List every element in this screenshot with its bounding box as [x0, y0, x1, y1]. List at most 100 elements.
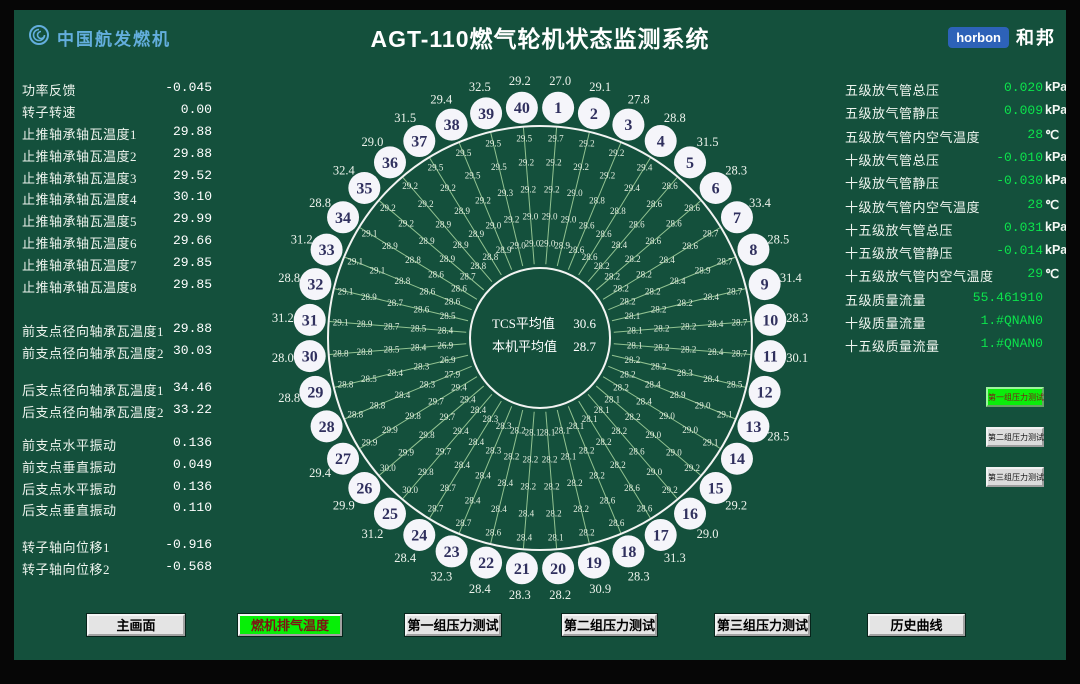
wheel-rim-value: 28.5 — [767, 232, 789, 246]
nav-button-5[interactable]: 第三组压力测试 — [714, 613, 811, 637]
wheel-spoke-value: 29.4 — [637, 162, 653, 172]
wheel-spoke-value: 28.6 — [624, 483, 640, 493]
param-row: 前支点水平振动 0.136 — [22, 435, 212, 453]
wheel-spoke-value: 28.6 — [582, 252, 598, 262]
wheel-spoke-value: 29.4 — [453, 426, 469, 436]
wheel-spoke-value: 28.4 — [516, 532, 532, 542]
wheel-spoke-value: 28.2 — [613, 283, 629, 293]
wheel-rim-value: 28.4 — [469, 582, 492, 596]
wheel-position-number: 16 — [682, 506, 698, 523]
wheel-spoke-value: 28.4 — [659, 255, 675, 265]
side-button-3[interactable]: 第三组压力测试 — [986, 467, 1044, 487]
param-row: 止推轴承轴瓦温度5 29.99 — [22, 211, 212, 229]
wheel-position-circle — [348, 472, 381, 505]
wheel-rim-value: 31.4 — [780, 271, 803, 285]
wheel-position-circle — [505, 552, 538, 585]
wheel-spoke — [402, 393, 493, 499]
wheel-spoke-value: 28.8 — [333, 349, 349, 359]
param-value: 28 — [1027, 126, 1043, 142]
wheel-spoke-value: 28.1 — [604, 395, 620, 405]
side-button-2[interactable]: 第二组压力测试 — [986, 427, 1044, 447]
wheel-spoke-value: 29.7 — [435, 446, 451, 456]
nav-button-2[interactable]: 燃机排气温度 — [237, 613, 343, 637]
wheel-spoke-value: 28.1 — [568, 421, 584, 431]
param-label: 五级质量流量 — [845, 292, 927, 308]
wheel-spoke-value: 29.0 — [567, 188, 583, 198]
param-row: 功率反馈 -0.045 — [22, 80, 212, 98]
wheel-spoke — [578, 157, 651, 276]
wheel-spoke-value: 29.1 — [338, 286, 354, 296]
wheel-position-number: 15 — [708, 481, 724, 498]
param-unit: kPa — [1045, 103, 1068, 118]
wheel-spoke-value: 29.1 — [333, 317, 349, 327]
wheel-spoke — [334, 288, 469, 322]
wheel-spoke-value: 28.2 — [625, 412, 641, 422]
wheel-position-number: 31 — [302, 312, 318, 329]
wheel-spoke-value: 28.8 — [394, 276, 410, 286]
wheel-spoke-value: 28.8 — [347, 410, 363, 420]
param-label: 十级放气管内空气温度 — [845, 199, 981, 215]
wheel-spoke-value: 29.2 — [402, 181, 418, 191]
param-value: 29 — [1027, 266, 1043, 282]
left-parameter-panel: 功率反馈 -0.045 转子转速 0.00 止推轴承轴瓦温度1 29.88 止推轴承轴瓦温度… — [22, 0, 212, 600]
wheel-spoke — [359, 376, 478, 449]
wheel-spoke — [458, 406, 513, 534]
company-logo-text: 中国航发燃机 — [57, 30, 171, 49]
nav-button-4[interactable]: 第二组压力测试 — [561, 613, 658, 637]
wheel-spoke — [567, 142, 622, 270]
param-row: 后支点径向轴承瓦温度2 33.22 — [22, 402, 212, 420]
wheel-spoke-value: 28.8 — [482, 252, 498, 262]
wheel-rim-value: 28.3 — [725, 163, 747, 177]
param-label: 止推轴承轴瓦温度4 — [22, 192, 138, 208]
param-label: 后支点水平振动 — [22, 481, 117, 497]
wheel-spoke — [429, 157, 502, 276]
wheel-spoke-value: 28.1 — [548, 532, 564, 542]
wheel-position-number: 6 — [712, 180, 720, 197]
wheel-spoke-value: 28.2 — [654, 323, 670, 333]
param-unit: kPa — [1045, 173, 1068, 188]
param-row: 五级质量流量 55.461910 — [845, 290, 1077, 308]
wheel-position-number: 35 — [356, 180, 372, 197]
param-unit: kPa — [1045, 243, 1068, 258]
wheel-spoke-value: 28.7 — [727, 286, 743, 296]
wheel-spoke-value: 29.0 — [682, 425, 698, 435]
wheel-spoke-value: 28.2 — [611, 426, 627, 436]
wheel-spoke — [608, 365, 736, 420]
wheel-position-number: 18 — [620, 544, 636, 561]
param-row: 转子转速 0.00 — [22, 102, 212, 120]
wheel-spoke-value: 28.6 — [682, 241, 698, 251]
nav-button-6[interactable]: 历史曲线 — [867, 613, 966, 637]
wheel-spoke-value: 28.4 — [437, 326, 453, 336]
wheel-spoke-value: 28.8 — [589, 195, 605, 205]
wheel-spoke-value: 28.7 — [456, 518, 472, 528]
wheel-spoke — [344, 365, 472, 420]
wheel-rim-value: 30.1 — [786, 351, 808, 365]
param-label: 转子轴向位移1 — [22, 540, 111, 555]
wheel-spoke-value: 28.4 — [465, 496, 481, 506]
wheel-spoke-value: 28.2 — [651, 361, 667, 371]
wheel-spoke-value: 29.0 — [646, 467, 662, 477]
wheel-rim-value: 31.3 — [664, 551, 686, 565]
param-row: 止推轴承轴瓦温度7 29.85 — [22, 255, 212, 273]
wheel-position-number: 36 — [382, 155, 398, 172]
wheel-position-circle — [720, 442, 753, 475]
wheel-spoke-value: 28.6 — [579, 220, 595, 230]
side-button-1[interactable]: 第一组压力测试 — [986, 387, 1044, 407]
wheel-spoke-value: 29.0 — [485, 220, 501, 230]
wheel-spoke — [545, 411, 558, 549]
param-label: 十级质量流量 — [845, 316, 927, 331]
param-label: 止推轴承轴瓦温度6 — [22, 236, 138, 251]
wheel-spoke-value: 28.9 — [382, 241, 398, 251]
wheel-spoke — [379, 200, 485, 291]
wheel-spoke-value: 28.7 — [384, 321, 400, 331]
wheel-spoke-value: 29.7 — [548, 134, 564, 144]
wheel-position-number: 2 — [590, 106, 598, 123]
wheel-position-circle — [754, 340, 787, 373]
wheel-position-number: 21 — [514, 561, 530, 578]
wheel-spoke-value: 28.6 — [662, 181, 678, 191]
nav-button-3[interactable]: 第一组压力测试 — [404, 613, 502, 637]
wheel-spoke-value: 29.5 — [456, 148, 472, 158]
nav-button-1[interactable]: 主画面 — [86, 613, 186, 637]
wheel-position-number: 24 — [411, 527, 427, 544]
